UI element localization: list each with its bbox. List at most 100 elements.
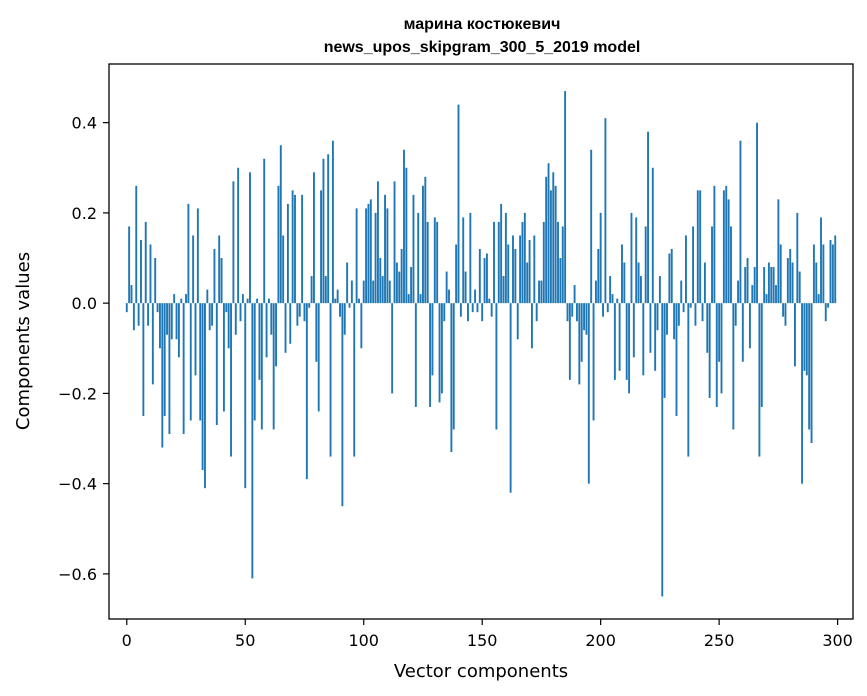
- bar: [336, 289, 339, 304]
- bar: [599, 212, 602, 304]
- bar: [130, 285, 133, 304]
- bar: [358, 298, 360, 304]
- bar: [488, 298, 491, 304]
- bar: [514, 249, 517, 304]
- bar: [211, 303, 214, 326]
- bar: [393, 181, 396, 304]
- bar: [322, 158, 325, 304]
- bar: [782, 303, 785, 317]
- bar: [725, 185, 728, 304]
- bar: [142, 303, 145, 416]
- bar: [549, 190, 552, 304]
- bar: [232, 181, 235, 304]
- bar: [694, 303, 697, 326]
- bar: [578, 303, 581, 385]
- bar: [443, 303, 446, 322]
- y-tick-label: 0.4: [72, 114, 97, 133]
- bar: [218, 235, 221, 304]
- bar: [485, 253, 488, 304]
- bar: [720, 303, 723, 394]
- bar: [320, 190, 323, 304]
- bar: [208, 303, 211, 331]
- bar: [770, 267, 773, 304]
- bar: [140, 239, 142, 304]
- bar: [523, 212, 526, 304]
- bar: [538, 280, 540, 304]
- bar: [220, 258, 223, 304]
- bar: [403, 149, 405, 304]
- bar: [812, 244, 815, 304]
- bar: [445, 271, 448, 304]
- bar: [647, 131, 649, 304]
- bar: [204, 303, 206, 489]
- bar: [367, 203, 370, 304]
- bar: [564, 91, 567, 304]
- x-tick-label: 250: [704, 631, 735, 650]
- bar: [779, 244, 782, 304]
- bar: [462, 217, 465, 304]
- bar: [372, 280, 375, 304]
- bar: [239, 303, 242, 322]
- bar: [296, 303, 299, 326]
- bar: [632, 303, 635, 358]
- bar: [381, 276, 384, 304]
- bar: [313, 172, 315, 304]
- bar: [310, 276, 313, 304]
- bar: [656, 303, 659, 331]
- bar: [822, 244, 825, 304]
- bar: [618, 303, 621, 371]
- bar: [639, 276, 642, 304]
- bar: [587, 303, 590, 484]
- x-axis-label: Vector components: [394, 661, 568, 682]
- bar: [455, 244, 458, 304]
- bar: [751, 285, 754, 304]
- bar: [149, 244, 152, 304]
- bar: [452, 303, 455, 430]
- bar: [369, 199, 372, 304]
- y-axis: 0.4 0.2 0.0 −0.2 −0.4 −0.6: [58, 114, 109, 584]
- y-tick-label: −0.6: [58, 565, 97, 584]
- bar: [137, 303, 140, 326]
- bar: [711, 226, 713, 304]
- bar: [168, 303, 171, 434]
- bar: [474, 289, 477, 304]
- bar: [256, 298, 259, 304]
- bar: [362, 280, 365, 304]
- bar: [670, 249, 673, 304]
- bar: [201, 303, 204, 471]
- bar: [685, 235, 687, 304]
- bar: [265, 303, 268, 358]
- bar: [504, 212, 507, 304]
- plot-frame: [108, 63, 854, 620]
- bar: [391, 303, 394, 394]
- bar: [185, 294, 187, 304]
- bar: [502, 276, 505, 304]
- bar: [469, 212, 472, 304]
- y-tick-label: 0.2: [72, 204, 97, 223]
- bar: [400, 249, 403, 304]
- bar: [237, 167, 240, 304]
- bar: [196, 208, 199, 304]
- x-tick-label: 0: [122, 631, 132, 650]
- bar: [379, 258, 382, 304]
- bar-series: [125, 91, 837, 597]
- bar: [450, 303, 453, 453]
- bar: [718, 303, 721, 362]
- bar: [817, 294, 820, 304]
- bar: [829, 239, 832, 304]
- bar: [170, 303, 173, 340]
- bar: [493, 221, 495, 304]
- bar: [433, 217, 436, 304]
- bar: [471, 303, 474, 313]
- bar: [530, 303, 533, 349]
- bar: [230, 303, 232, 457]
- bar: [772, 267, 775, 304]
- bar: [703, 262, 706, 304]
- bar: [260, 303, 263, 430]
- bar: [594, 280, 597, 304]
- bar: [154, 258, 157, 304]
- bar: [227, 303, 230, 349]
- bar: [156, 303, 159, 313]
- bar: [341, 303, 344, 507]
- bar: [161, 303, 164, 448]
